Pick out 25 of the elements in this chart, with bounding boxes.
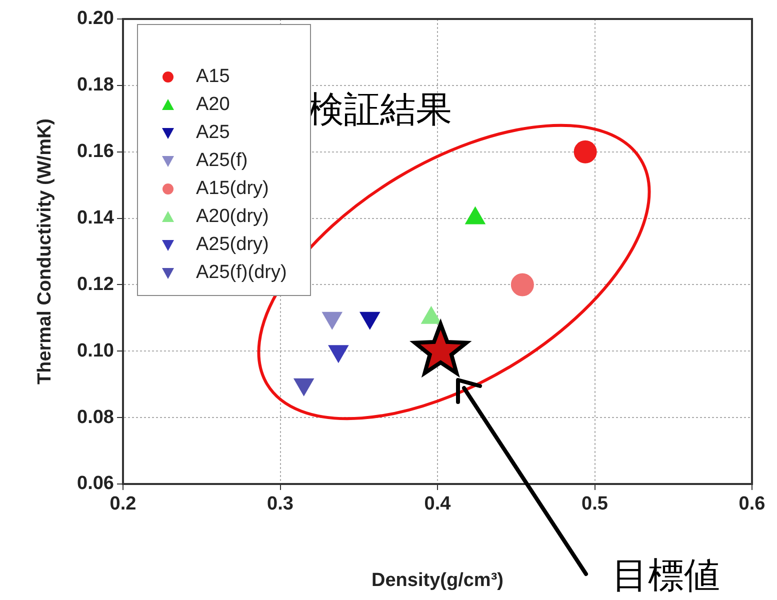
y-axis-title: Thermal Conductivity (W/mK) [34,118,56,385]
legend-label: A20 [196,94,230,116]
legend-label: A15 [196,66,230,88]
x-axis-title: Density(g/cm³) [372,570,504,591]
text: 目標値 [612,555,720,596]
y-tick-label: 0.16 [77,141,114,162]
legend-label: A20(dry) [196,206,269,228]
y-tick-label: 0.18 [77,74,114,96]
legend-label: A25(f)(dry) [196,262,287,284]
annotation: 検証結果 [308,89,452,130]
x-tick-label: 0.3 [267,494,294,515]
x-tick-label: 0.5 [582,494,608,515]
x-tick-label: 0.6 [738,494,766,515]
y-tick-label: 0.10 [77,340,114,362]
y-tick-label: 0.14 [77,208,114,229]
x-tick-label: 0.4 [424,494,452,515]
y-tick-label: 0.20 [77,8,114,30]
legend-label: A25 [196,122,230,144]
legend-label: A25(dry) [196,234,269,256]
y-tick-label: 0.12 [77,274,114,295]
y-tick-label: 0.08 [77,406,114,428]
legend-label: A25(f) [196,150,248,172]
y-tick-label: 0.06 [77,473,114,494]
legend-label: A15(dry) [196,178,269,200]
x-tick-label: 0.2 [110,494,136,515]
